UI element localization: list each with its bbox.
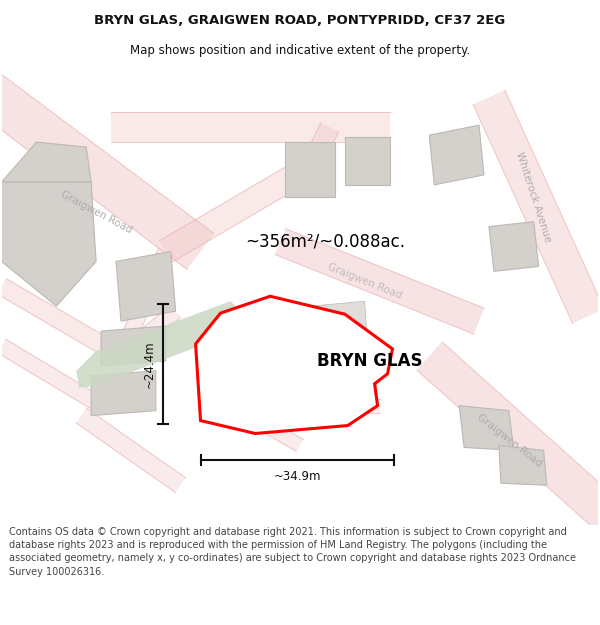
Polygon shape: [473, 90, 600, 323]
Polygon shape: [310, 301, 368, 351]
Polygon shape: [0, 69, 214, 269]
Polygon shape: [0, 339, 105, 412]
Text: ~356m²/~0.088ac.: ~356m²/~0.088ac.: [245, 232, 405, 251]
Polygon shape: [459, 406, 514, 451]
Polygon shape: [76, 301, 248, 388]
Polygon shape: [91, 371, 156, 416]
Text: Graigwen Road: Graigwen Road: [326, 262, 403, 301]
Polygon shape: [275, 229, 484, 334]
Polygon shape: [301, 122, 339, 171]
Polygon shape: [429, 125, 484, 185]
Text: Graigwen Road: Graigwen Road: [475, 412, 543, 469]
Polygon shape: [2, 142, 91, 182]
Polygon shape: [499, 446, 547, 485]
Polygon shape: [245, 356, 310, 406]
Text: Whiterock Avenue: Whiterock Avenue: [514, 150, 553, 243]
Polygon shape: [116, 251, 176, 321]
Text: Map shows position and indicative extent of the property.: Map shows position and indicative extent…: [130, 44, 470, 57]
Polygon shape: [345, 137, 389, 185]
Text: BRYN GLAS: BRYN GLAS: [317, 352, 422, 370]
Polygon shape: [416, 342, 600, 539]
Polygon shape: [489, 222, 539, 271]
Polygon shape: [227, 399, 304, 451]
Polygon shape: [76, 408, 186, 492]
Text: Graigwen Road: Graigwen Road: [59, 189, 133, 235]
Polygon shape: [101, 326, 166, 366]
Polygon shape: [300, 399, 380, 412]
Text: ~24.4m: ~24.4m: [142, 340, 155, 388]
Polygon shape: [113, 248, 173, 359]
Text: BRYN GLAS, GRAIGWEN ROAD, PONTYPRIDD, CF37 2EG: BRYN GLAS, GRAIGWEN ROAD, PONTYPRIDD, CF…: [94, 14, 506, 27]
Polygon shape: [196, 296, 392, 434]
Polygon shape: [111, 112, 389, 142]
Polygon shape: [160, 156, 316, 262]
Polygon shape: [315, 356, 377, 404]
Polygon shape: [285, 142, 335, 197]
Polygon shape: [0, 279, 125, 364]
Text: Contains OS data © Crown copyright and database right 2021. This information is : Contains OS data © Crown copyright and d…: [9, 527, 576, 577]
Polygon shape: [116, 305, 181, 362]
Polygon shape: [0, 182, 96, 306]
Text: ~34.9m: ~34.9m: [274, 470, 321, 482]
